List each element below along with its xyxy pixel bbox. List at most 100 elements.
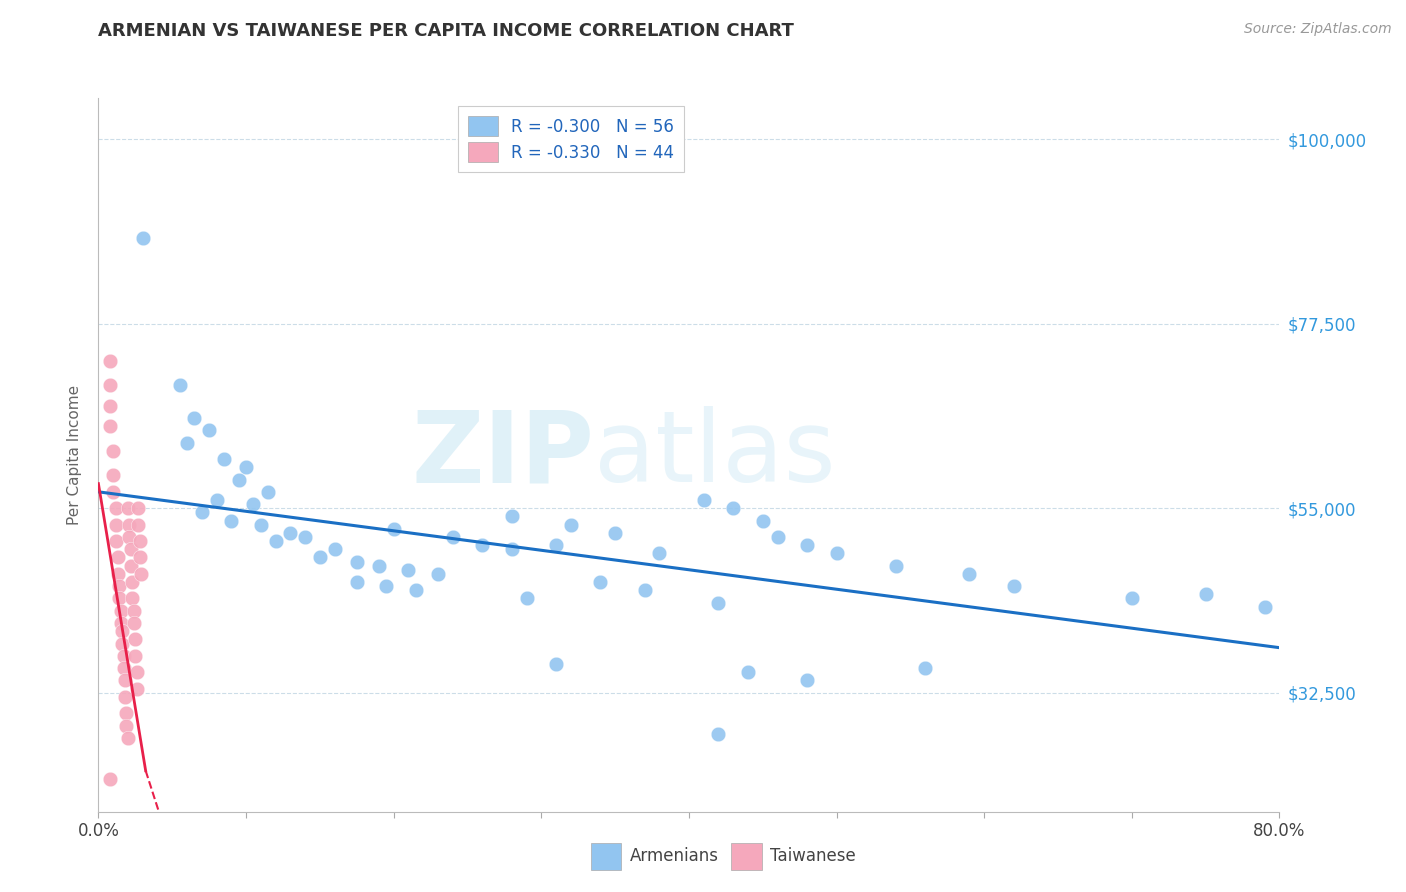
Point <box>737 665 759 680</box>
Point <box>124 648 146 663</box>
Point <box>959 566 981 581</box>
Point <box>110 604 132 618</box>
Point <box>346 555 368 569</box>
Point <box>396 563 419 577</box>
Point <box>115 718 138 732</box>
Point <box>121 591 143 606</box>
Point <box>264 534 287 549</box>
Point <box>118 530 141 544</box>
Point <box>825 546 848 560</box>
Point <box>176 435 198 450</box>
Point <box>368 558 391 573</box>
Point <box>1195 587 1218 601</box>
Point <box>120 558 142 573</box>
Point <box>120 542 142 557</box>
Point <box>108 591 131 606</box>
Text: ARMENIAN VS TAIWANESE PER CAPITA INCOME CORRELATION CHART: ARMENIAN VS TAIWANESE PER CAPITA INCOME … <box>98 22 794 40</box>
Point <box>121 575 143 590</box>
Point <box>103 468 125 483</box>
Point <box>127 501 149 516</box>
Point <box>125 681 148 696</box>
Point <box>707 596 730 610</box>
Point <box>127 517 149 532</box>
Point <box>914 661 936 675</box>
Legend: R = -0.300   N = 56, R = -0.330   N = 44: R = -0.300 N = 56, R = -0.330 N = 44 <box>458 106 683 171</box>
Point <box>751 514 773 528</box>
Point <box>560 517 582 532</box>
Point <box>648 546 671 560</box>
Point <box>294 530 316 544</box>
Point <box>589 575 612 590</box>
Point <box>114 690 136 704</box>
Point <box>105 501 128 516</box>
Point <box>98 378 121 392</box>
Point <box>205 493 228 508</box>
Point <box>112 661 135 675</box>
Point <box>112 648 135 663</box>
Point <box>114 673 136 688</box>
Point <box>250 517 273 532</box>
Point <box>115 706 138 721</box>
Text: ZIP: ZIP <box>412 407 595 503</box>
Point <box>405 583 427 598</box>
Point <box>98 353 121 368</box>
Point <box>766 530 789 544</box>
Point <box>884 558 907 573</box>
Point <box>427 566 450 581</box>
Point <box>1002 579 1025 593</box>
Point <box>501 542 523 557</box>
Point <box>375 579 398 593</box>
Point <box>129 566 152 581</box>
Point <box>118 517 141 532</box>
Point <box>117 731 139 745</box>
Point <box>707 727 730 741</box>
Point <box>633 583 655 598</box>
Text: Taiwanese: Taiwanese <box>770 847 856 865</box>
Point <box>103 443 125 458</box>
Point <box>111 636 134 650</box>
Point <box>723 501 745 516</box>
Text: Armenians: Armenians <box>630 847 718 865</box>
Point <box>471 538 494 552</box>
Point <box>228 473 250 487</box>
Point <box>128 550 150 565</box>
Point <box>257 484 280 499</box>
Point <box>124 632 146 647</box>
Point <box>198 423 221 437</box>
Point <box>122 604 145 618</box>
Point <box>796 538 818 552</box>
Point <box>117 501 139 516</box>
Point <box>309 550 332 565</box>
Point <box>183 411 205 425</box>
Point <box>128 534 150 549</box>
Point <box>98 419 121 434</box>
Point <box>107 566 129 581</box>
Point <box>1254 599 1277 614</box>
Point <box>546 657 568 671</box>
Point <box>346 575 368 590</box>
Point <box>98 772 121 786</box>
Point <box>191 505 214 519</box>
Point <box>323 542 346 557</box>
Point <box>235 460 257 475</box>
Point <box>382 522 405 536</box>
Point <box>546 538 568 552</box>
Point <box>105 517 128 532</box>
Y-axis label: Per Capita Income: Per Capita Income <box>67 384 83 525</box>
Text: Source: ZipAtlas.com: Source: ZipAtlas.com <box>1244 22 1392 37</box>
Point <box>111 624 134 639</box>
Point <box>693 493 716 508</box>
Point <box>110 616 132 631</box>
Point <box>1121 591 1143 606</box>
Point <box>98 399 121 413</box>
Point <box>515 591 537 606</box>
Point <box>169 378 191 392</box>
Point <box>122 616 145 631</box>
Point <box>103 484 125 499</box>
Point <box>212 452 235 467</box>
Point <box>605 525 627 540</box>
Point <box>108 579 131 593</box>
Text: atlas: atlas <box>595 407 837 503</box>
Point <box>125 665 148 680</box>
Point <box>796 673 818 688</box>
